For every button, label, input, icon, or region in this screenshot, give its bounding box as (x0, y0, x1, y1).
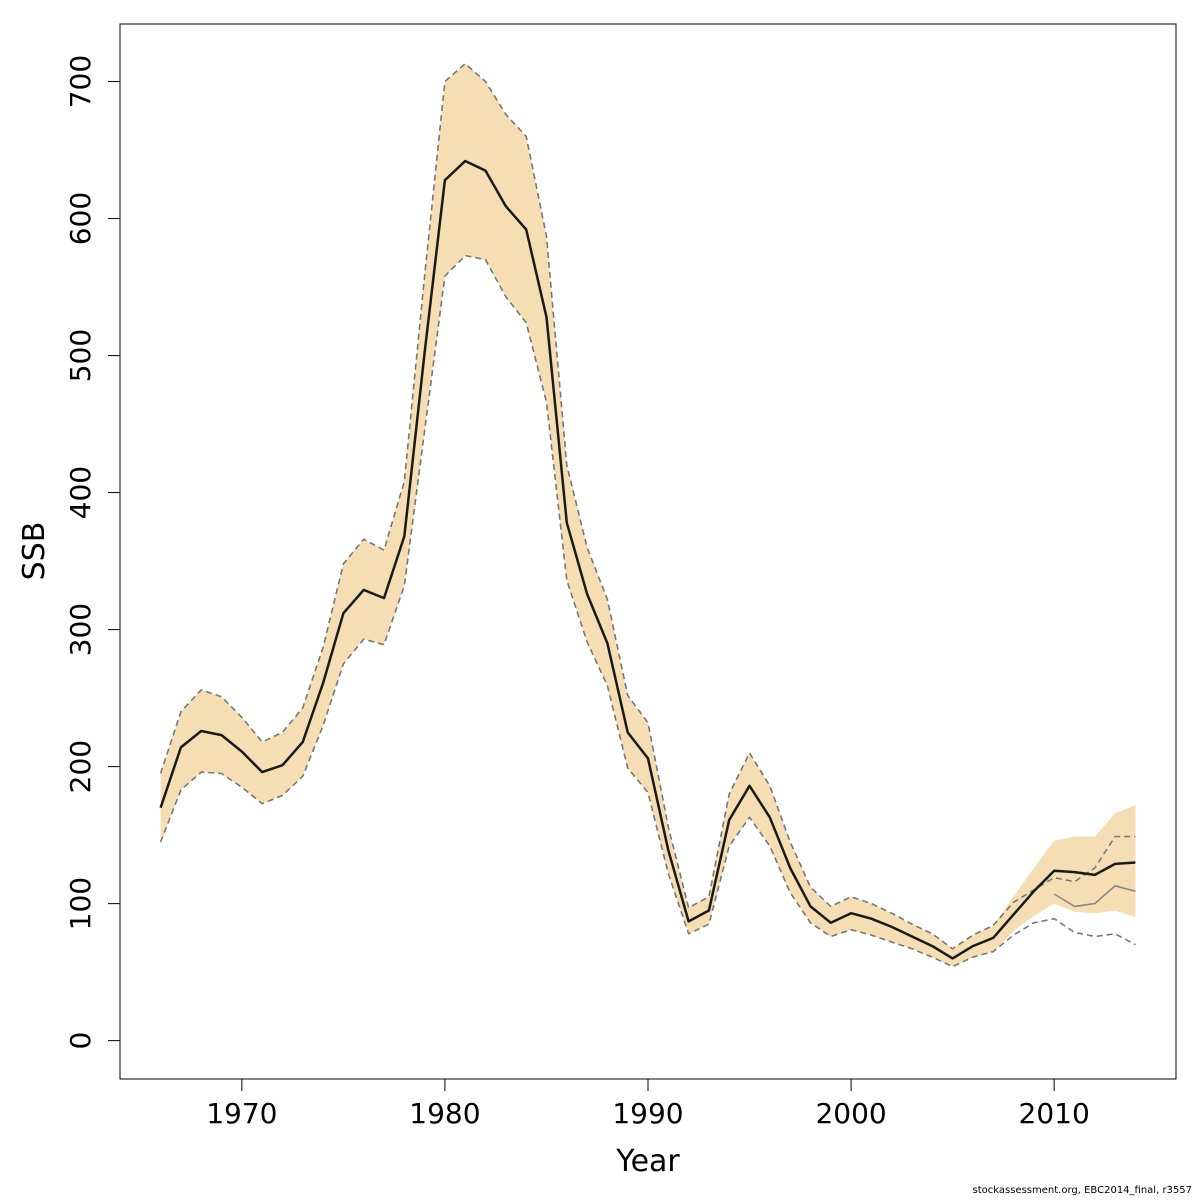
x-tick-label: 2010 (1019, 1097, 1090, 1130)
series-line-layer (159, 62, 1136, 968)
estimate-line (159, 159, 1136, 960)
x-tick-label: 1980 (409, 1097, 480, 1130)
x-tick-label: 1990 (612, 1097, 683, 1130)
y-tick-label: 500 (64, 329, 97, 382)
y-tick-label: 600 (64, 192, 97, 245)
y-tick-label: 300 (64, 603, 97, 656)
y-tick-label: 400 (64, 466, 97, 519)
footer-credit: stockassessment.org, EBC2014_final, r355… (972, 1185, 1192, 1196)
lower-bound-line (159, 254, 1136, 968)
y-tick-label: 100 (64, 877, 97, 930)
x-axis: 1970 1980 1990 2000 2010 (206, 1078, 1090, 1130)
x-tick-label: 2000 (815, 1097, 886, 1130)
y-axis-label: SSB (17, 522, 52, 581)
x-axis-label: Year (615, 1144, 680, 1179)
upper-bound-line (159, 62, 1136, 950)
secondary-estimate-line (1053, 885, 1136, 908)
y-tick-label: 0 (64, 1032, 97, 1050)
y-axis: 0 100 200 300 400 500 600 700 (64, 55, 121, 1050)
x-tick-label: 1970 (206, 1097, 277, 1130)
y-tick-label: 700 (64, 55, 97, 108)
y-tick-label: 200 (64, 740, 97, 793)
confidence-band (160, 63, 1136, 967)
confidence-band-layer (160, 63, 1136, 967)
